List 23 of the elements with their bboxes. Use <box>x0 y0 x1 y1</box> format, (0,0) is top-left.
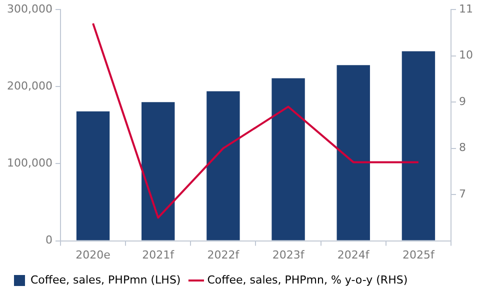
legend-label: Coffee, sales, PHPmn, % y-o-y (RHS) <box>207 273 408 286</box>
y2-tick-label: 11 <box>459 2 474 16</box>
y2-tick-label: 8 <box>459 141 466 154</box>
y-tick-label: 300,000 <box>6 2 52 16</box>
bar <box>336 65 370 240</box>
x-tick-label: 2025f <box>402 248 436 262</box>
y2-tick-label: 10 <box>459 48 474 62</box>
y-tick-label: 200,000 <box>6 80 52 93</box>
x-tick-label: 2021f <box>142 248 176 262</box>
x-tick-label: 2023f <box>272 248 306 262</box>
legend-label: Coffee, sales, PHPmn (LHS) <box>30 273 181 286</box>
bar <box>142 102 175 240</box>
bar <box>272 78 305 240</box>
x-tick-label: 2022f <box>207 248 240 262</box>
x-tick-label: 2020e <box>76 248 111 262</box>
bar <box>206 91 240 240</box>
x-tick-label: 2024f <box>337 248 370 262</box>
y2-tick-label: 9 <box>459 94 466 108</box>
y-tick-label: 0 <box>45 234 52 247</box>
bar <box>402 51 436 240</box>
y2-tick-label: 7 <box>459 187 466 200</box>
y-tick-label: 100,000 <box>6 156 52 170</box>
bar <box>76 111 110 240</box>
